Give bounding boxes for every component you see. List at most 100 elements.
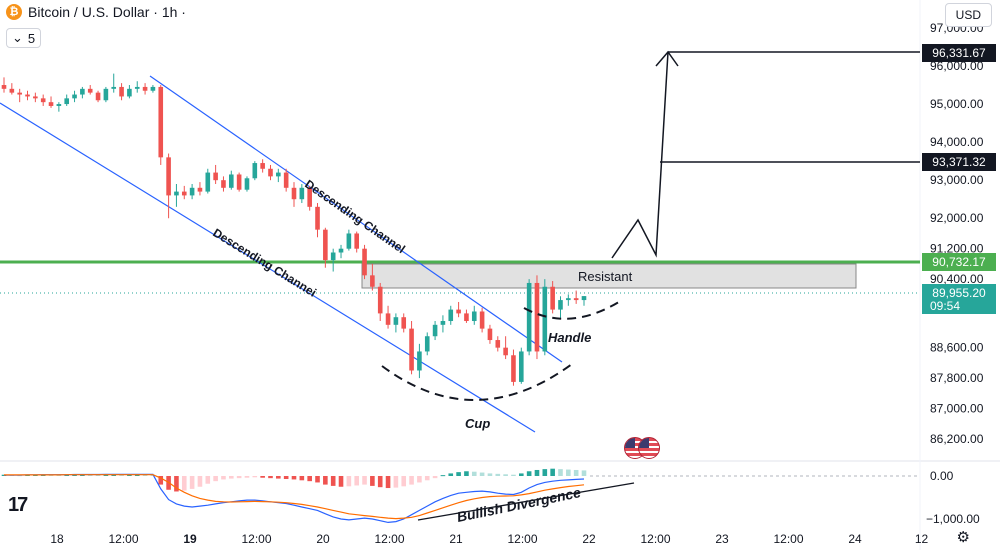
time-axis[interactable]: 18 12:00 19 12:00 20 12:00 21 12:00 22 12:00 23 12:… xyxy=(50,532,928,546)
gear-icon[interactable]: ⚙ xyxy=(956,529,970,546)
candle[interactable] xyxy=(72,90,77,103)
channel-lower-line[interactable] xyxy=(0,102,536,433)
divergence-line[interactable] xyxy=(417,482,635,521)
candle[interactable] xyxy=(87,85,93,95)
candle[interactable] xyxy=(283,168,289,192)
candle[interactable] xyxy=(142,83,148,95)
candle[interactable] xyxy=(1,77,7,93)
candle[interactable] xyxy=(197,182,203,196)
handle-curve[interactable] xyxy=(523,299,623,320)
channel-upper-line[interactable] xyxy=(149,75,563,363)
candle[interactable] xyxy=(127,85,132,99)
candle[interactable] xyxy=(471,305,477,325)
candle-body xyxy=(127,88,132,97)
candle[interactable] xyxy=(299,183,305,204)
candle-body xyxy=(80,88,85,95)
macd-bar xyxy=(370,476,375,486)
candle[interactable] xyxy=(440,315,446,333)
candle[interactable] xyxy=(119,83,124,101)
candle[interactable] xyxy=(95,90,101,103)
chart-header: ₿ Bitcoin / U.S. Dollar · 1h · xyxy=(6,4,186,20)
candle[interactable] xyxy=(487,324,493,344)
candle[interactable] xyxy=(260,159,265,173)
candle[interactable] xyxy=(33,92,38,103)
candle[interactable] xyxy=(338,244,344,259)
projection-path[interactable] xyxy=(611,51,669,259)
candle[interactable] xyxy=(464,309,469,323)
candle[interactable] xyxy=(221,176,226,192)
candle[interactable] xyxy=(370,263,375,291)
candle[interactable] xyxy=(189,183,195,200)
candle[interactable] xyxy=(40,94,46,106)
candle-body xyxy=(558,300,563,310)
macd-bar xyxy=(464,471,469,476)
candle[interactable] xyxy=(80,86,85,99)
candle[interactable] xyxy=(56,102,62,112)
candle[interactable] xyxy=(174,183,179,207)
candle[interactable] xyxy=(48,96,54,108)
candle[interactable] xyxy=(511,349,516,386)
candle[interactable] xyxy=(424,332,430,356)
candle[interactable] xyxy=(330,248,336,272)
candle[interactable] xyxy=(213,164,218,184)
currency-button[interactable]: USD xyxy=(944,3,992,27)
candle[interactable] xyxy=(323,227,328,268)
candle[interactable] xyxy=(401,313,407,333)
candle[interactable] xyxy=(315,203,320,238)
candle-body xyxy=(56,104,62,106)
candle[interactable] xyxy=(581,296,587,306)
chevron-down-icon[interactable]: ⌄ xyxy=(12,30,23,45)
candle[interactable] xyxy=(17,88,22,103)
candle[interactable] xyxy=(307,185,312,211)
macd-bar xyxy=(346,476,352,487)
candle[interactable] xyxy=(25,90,30,101)
candle[interactable] xyxy=(158,85,164,165)
candle[interactable] xyxy=(268,164,273,181)
candle[interactable] xyxy=(228,170,234,190)
us-flag-event-icon[interactable] xyxy=(624,437,660,459)
candle[interactable] xyxy=(291,182,297,207)
signal-line[interactable] xyxy=(4,474,585,520)
resistance-zone[interactable] xyxy=(361,263,857,289)
candle[interactable] xyxy=(526,279,532,356)
candle[interactable] xyxy=(252,161,258,181)
candle[interactable] xyxy=(9,83,15,95)
price-axis[interactable]: 97,000.0096,000.0095,000.0094,000.0093,0… xyxy=(930,21,984,446)
candle[interactable] xyxy=(534,275,540,360)
candle[interactable] xyxy=(377,282,383,322)
candle[interactable] xyxy=(134,81,140,93)
candle[interactable] xyxy=(456,301,461,318)
symbol-title[interactable]: Bitcoin / U.S. Dollar · 1h · xyxy=(28,4,186,20)
candle[interactable] xyxy=(166,153,171,219)
candle[interactable] xyxy=(432,321,438,341)
candle[interactable] xyxy=(205,168,211,194)
candle[interactable] xyxy=(181,185,187,200)
candle[interactable] xyxy=(573,290,579,304)
candle[interactable] xyxy=(503,336,508,360)
candle[interactable] xyxy=(409,321,414,375)
candle-body xyxy=(291,187,297,200)
candle[interactable] xyxy=(448,305,454,325)
candle-body xyxy=(393,317,399,325)
candle[interactable] xyxy=(393,313,399,333)
candle[interactable] xyxy=(558,296,563,320)
candle[interactable] xyxy=(276,168,281,183)
candle[interactable] xyxy=(550,281,555,314)
candle[interactable] xyxy=(566,294,571,306)
candle[interactable] xyxy=(495,336,501,352)
candle[interactable] xyxy=(346,229,352,251)
candle[interactable] xyxy=(362,244,367,280)
candle[interactable] xyxy=(103,86,109,103)
candle[interactable] xyxy=(354,231,360,253)
candle[interactable] xyxy=(111,73,117,93)
candle[interactable] xyxy=(479,307,485,333)
candle[interactable] xyxy=(64,94,70,106)
candle[interactable] xyxy=(385,305,391,329)
interval-indicator[interactable]: ⌄ 5 xyxy=(6,28,42,48)
candle[interactable] xyxy=(518,347,524,384)
candle[interactable] xyxy=(244,176,250,192)
candle[interactable] xyxy=(236,172,242,192)
candle[interactable] xyxy=(417,343,422,379)
candle[interactable] xyxy=(150,85,156,93)
